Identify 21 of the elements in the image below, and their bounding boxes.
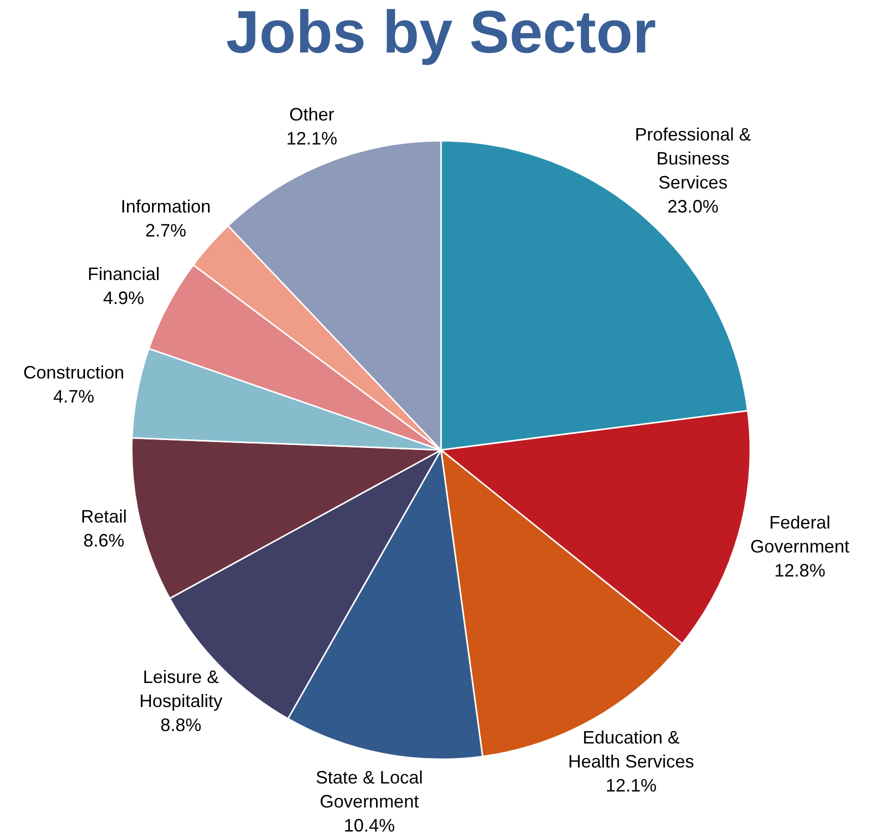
data-label: 4.9% [103,288,144,308]
data-label: 23.0% [667,196,718,216]
slice-label: Construction [23,362,124,382]
slice-label: State & Local Government [316,768,423,812]
slice-label: Leisure & Hospitality [139,666,222,711]
data-label: 2.7% [145,220,186,240]
data-label: 12.1% [286,128,338,148]
data-label: 4.7% [53,386,94,406]
slice-label: Professional & Business Services [634,124,751,192]
slice-label: Other [289,104,334,124]
slice-label: Financial [88,264,160,284]
chart-title: Jobs by Sector [226,0,656,66]
data-label: 8.8% [160,714,202,735]
slice-label: Retail [80,506,127,526]
data-label: 10.4% [344,816,395,836]
slice-label: Information [120,196,211,216]
data-label: 12.1% [606,776,657,796]
slice-label: Education & Health Services [568,728,694,772]
data-label: 8.6% [83,530,124,550]
data-label: 12.8% [774,560,826,580]
slice-label: Federal Government [750,512,850,556]
